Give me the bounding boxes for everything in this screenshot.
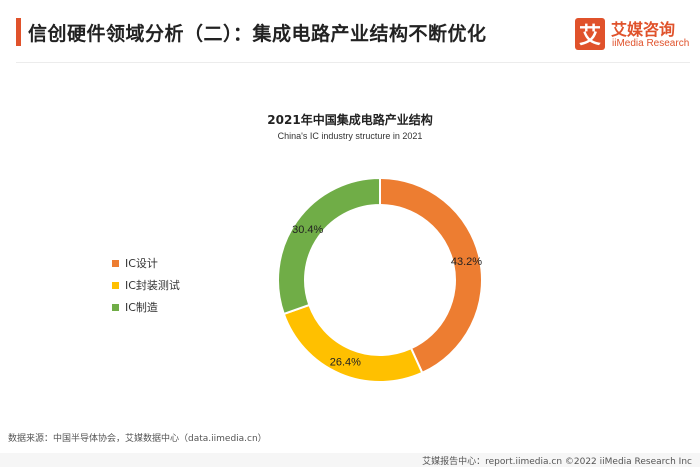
footer-copyright: 艾媒报告中心：report.iimedia.cn ©2022 iiMedia R… bbox=[422, 457, 692, 467]
header-divider bbox=[16, 62, 690, 63]
chart-legend: IC设计 IC封装测试 IC制造 bbox=[112, 252, 180, 318]
legend-label: IC封装测试 bbox=[125, 279, 180, 292]
data-source: 数据来源：中国半导体协会，艾媒数据中心（data.iimedia.cn） bbox=[8, 434, 267, 444]
donut-slice bbox=[277, 176, 381, 316]
donut-slice bbox=[282, 303, 424, 383]
slice-value-label: 43.2% bbox=[451, 256, 482, 268]
chart-subtitle: China's IC industry structure in 2021 bbox=[277, 131, 423, 141]
logo-mark: 艾 bbox=[575, 18, 605, 50]
logo-cn-text: 艾媒咨询 bbox=[611, 20, 676, 39]
legend-item: IC制造 bbox=[112, 296, 180, 318]
chart-title: 2021年中国集成电路产业结构 bbox=[267, 113, 433, 127]
legend-swatch bbox=[112, 303, 119, 311]
brand-logo: 艾 艾媒咨询 iiMedia Research bbox=[575, 16, 690, 54]
legend-item: IC封装测试 bbox=[112, 274, 180, 296]
slice-value-label: 30.4% bbox=[292, 224, 323, 236]
legend-label: IC制造 bbox=[125, 301, 158, 314]
legend-item: IC设计 bbox=[112, 252, 180, 274]
footer-bar bbox=[0, 453, 700, 467]
title-accent-bar bbox=[16, 18, 21, 46]
legend-swatch bbox=[112, 259, 119, 267]
donut-slice bbox=[379, 176, 483, 375]
legend-label: IC设计 bbox=[125, 257, 158, 270]
slice-value-label: 26.4% bbox=[330, 356, 361, 368]
logo-en-text: iiMedia Research bbox=[612, 38, 690, 49]
legend-swatch bbox=[112, 281, 119, 289]
page-title: 信创硬件领域分析（二）：集成电路产业结构不断优化 bbox=[28, 23, 487, 45]
